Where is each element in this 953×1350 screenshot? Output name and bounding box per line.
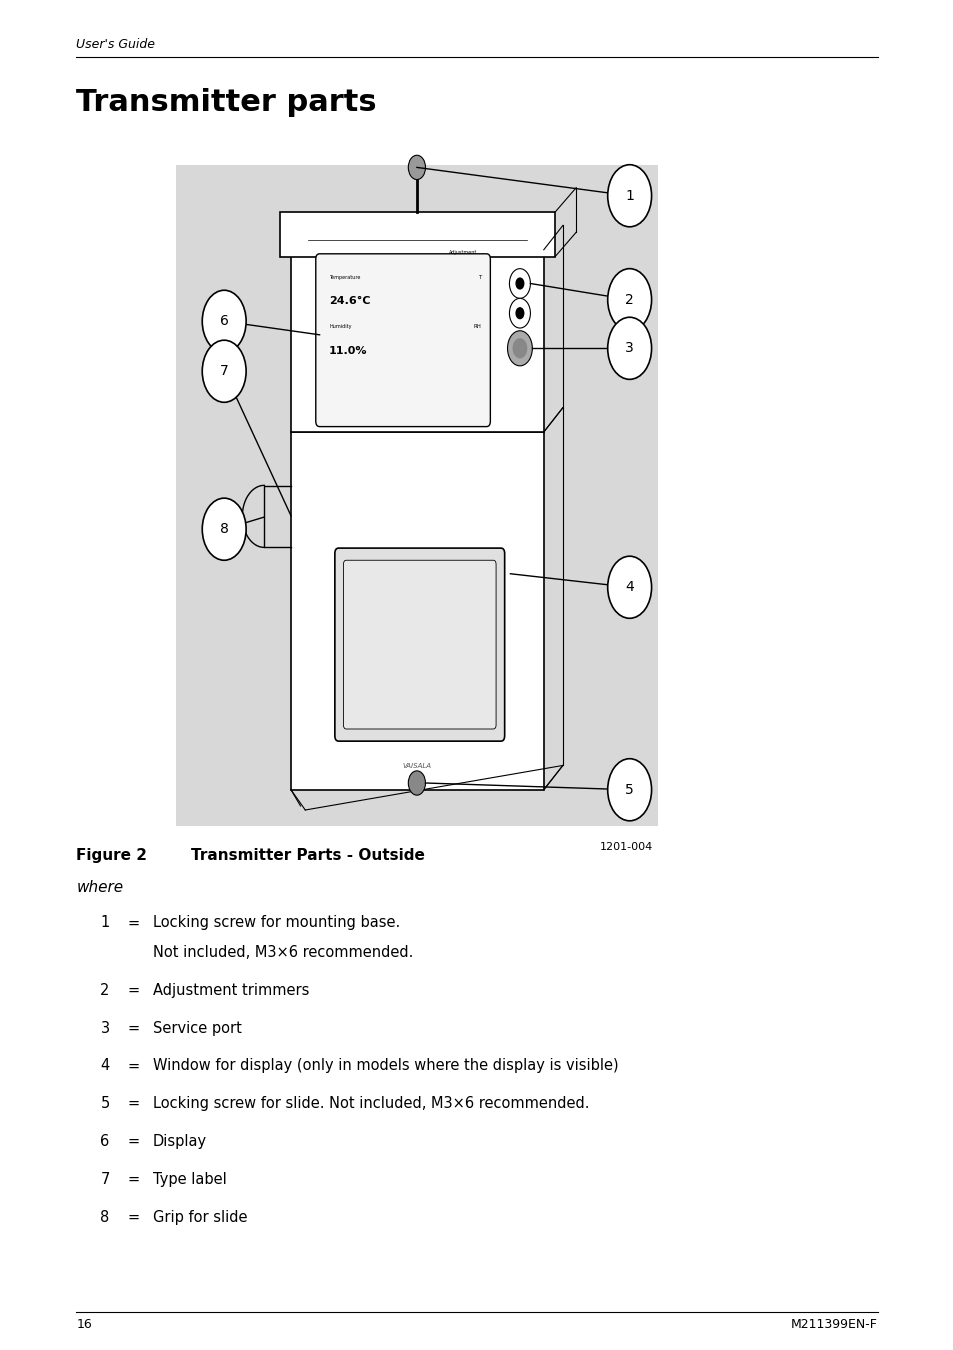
Text: Type label: Type label: [152, 1172, 226, 1187]
Text: Humidity: Humidity: [329, 324, 352, 329]
Text: Figure 2: Figure 2: [76, 848, 147, 863]
FancyBboxPatch shape: [176, 165, 658, 826]
Text: Grip for slide: Grip for slide: [152, 1210, 247, 1224]
Circle shape: [202, 498, 246, 560]
Text: =: =: [128, 915, 139, 930]
Text: =: =: [128, 1058, 139, 1073]
Text: Transmitter Parts - Outside: Transmitter Parts - Outside: [191, 848, 424, 863]
Circle shape: [516, 278, 523, 289]
Circle shape: [507, 331, 532, 366]
Text: 1: 1: [100, 915, 110, 930]
Circle shape: [607, 317, 651, 379]
Text: M211399EN-F: M211399EN-F: [790, 1318, 877, 1331]
FancyBboxPatch shape: [315, 254, 490, 427]
Text: 4: 4: [624, 580, 634, 594]
Text: 16: 16: [76, 1318, 92, 1331]
Circle shape: [516, 308, 523, 319]
Text: where: where: [76, 880, 123, 895]
Text: 3: 3: [624, 342, 634, 355]
Text: 8: 8: [219, 522, 229, 536]
FancyBboxPatch shape: [291, 432, 543, 790]
Text: 6: 6: [219, 315, 229, 328]
Text: Temperature: Temperature: [329, 275, 360, 281]
FancyBboxPatch shape: [343, 560, 496, 729]
FancyBboxPatch shape: [279, 212, 555, 256]
Circle shape: [607, 269, 651, 331]
Text: 1201-004: 1201-004: [599, 842, 653, 852]
Text: 7: 7: [219, 364, 229, 378]
Circle shape: [607, 759, 651, 821]
Circle shape: [509, 298, 530, 328]
Text: Adjustment trimmers: Adjustment trimmers: [152, 983, 309, 998]
Text: 5: 5: [100, 1096, 110, 1111]
Text: Not included, M3×6 recommended.: Not included, M3×6 recommended.: [152, 945, 413, 960]
Text: Locking screw for mounting base.: Locking screw for mounting base.: [152, 915, 399, 930]
Text: Display: Display: [152, 1134, 207, 1149]
Text: User's Guide: User's Guide: [76, 38, 155, 51]
Text: RH: RH: [474, 324, 481, 329]
Text: VAISALA: VAISALA: [402, 764, 431, 769]
Text: 8: 8: [100, 1210, 110, 1224]
Text: 3: 3: [100, 1021, 110, 1035]
Text: 2: 2: [624, 293, 634, 306]
Text: =: =: [128, 983, 139, 998]
Circle shape: [607, 165, 651, 227]
Text: =: =: [128, 1134, 139, 1149]
Text: Adjustment: Adjustment: [448, 250, 476, 255]
Circle shape: [408, 771, 425, 795]
Text: =: =: [128, 1172, 139, 1187]
Text: Service port: Service port: [152, 1021, 241, 1035]
Text: 4: 4: [100, 1058, 110, 1073]
Text: T: T: [478, 275, 481, 281]
Text: =: =: [128, 1210, 139, 1224]
Text: 11.0%: 11.0%: [329, 346, 367, 355]
Text: Window for display (only in models where the display is visible): Window for display (only in models where…: [152, 1058, 618, 1073]
FancyBboxPatch shape: [335, 548, 504, 741]
Text: =: =: [128, 1021, 139, 1035]
Circle shape: [509, 269, 530, 298]
Circle shape: [408, 155, 425, 180]
FancyBboxPatch shape: [291, 250, 543, 432]
Text: 24.6°C: 24.6°C: [329, 296, 371, 305]
Circle shape: [202, 290, 246, 352]
Text: 5: 5: [624, 783, 634, 796]
Circle shape: [202, 340, 246, 402]
Circle shape: [607, 556, 651, 618]
Text: 1: 1: [624, 189, 634, 202]
Circle shape: [513, 339, 526, 358]
Text: 7: 7: [100, 1172, 110, 1187]
Text: 6: 6: [100, 1134, 110, 1149]
Text: Transmitter parts: Transmitter parts: [76, 88, 376, 116]
Text: Locking screw for slide. Not included, M3×6 recommended.: Locking screw for slide. Not included, M…: [152, 1096, 589, 1111]
Text: =: =: [128, 1096, 139, 1111]
Text: 2: 2: [100, 983, 110, 998]
